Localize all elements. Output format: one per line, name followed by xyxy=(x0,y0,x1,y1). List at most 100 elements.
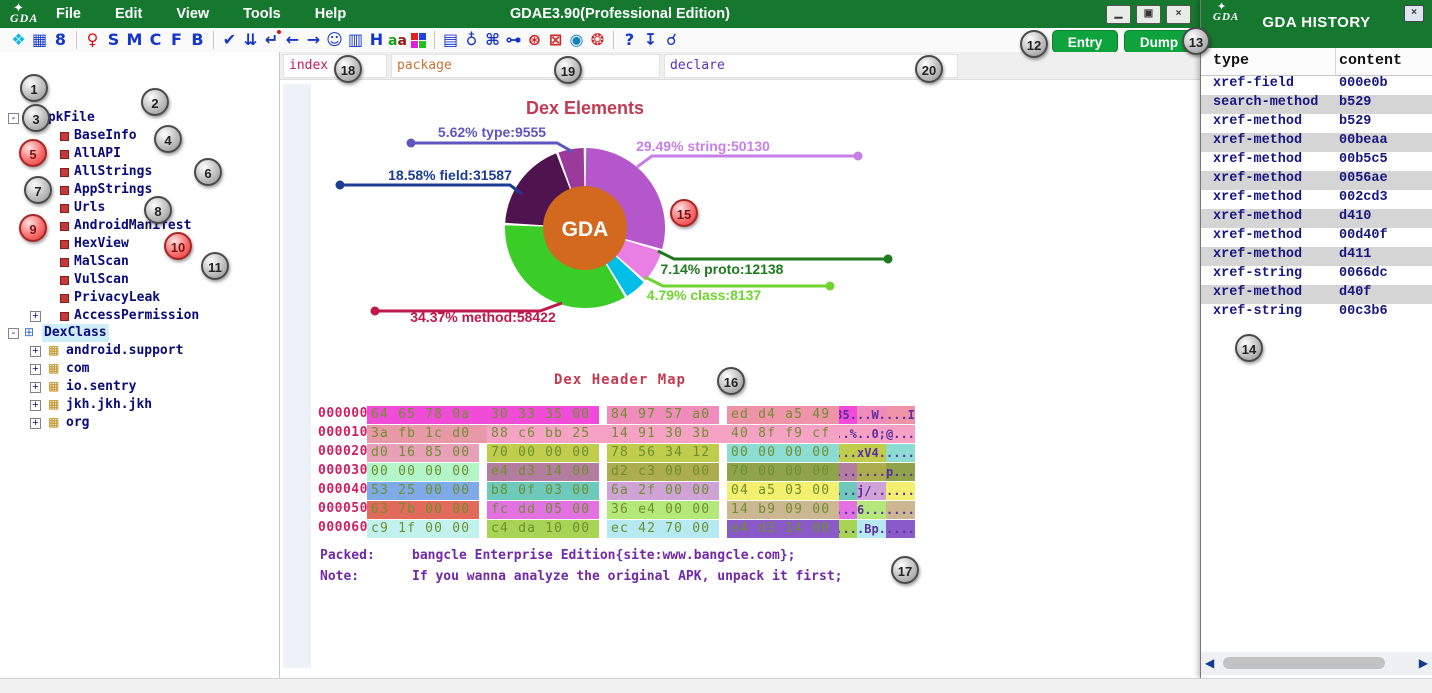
help-icon[interactable]: ? xyxy=(624,30,635,49)
scroll-right-icon[interactable]: ▶ xyxy=(1418,656,1428,670)
forward-icon[interactable]: → xyxy=(306,30,321,49)
slice-label-method: 34.37% method:58422 xyxy=(410,309,556,325)
ApkFile-expand-toggle[interactable]: - xyxy=(8,113,19,124)
tree-item-accesspermission[interactable]: AccessPermission xyxy=(74,308,200,323)
link-icon[interactable]: 8 xyxy=(54,30,67,49)
people-search-icon[interactable]: ☌ xyxy=(666,30,677,49)
history-row[interactable]: xref-field 000e0b xyxy=(1201,76,1432,95)
bytes-search-icon[interactable]: B xyxy=(191,30,204,49)
pie-slice-class[interactable] xyxy=(606,255,644,297)
history-row[interactable]: search-method b529 xyxy=(1201,95,1432,114)
history-row[interactable]: xref-method 00beaa xyxy=(1201,133,1432,152)
tree-item-android.support[interactable]: android.support xyxy=(66,343,184,358)
command-icon[interactable]: ⌘ xyxy=(485,30,500,49)
tree-item-vulscan[interactable]: VulScan xyxy=(74,272,129,287)
history-row[interactable]: xref-method 002cd3 xyxy=(1201,190,1432,209)
close-icon[interactable]: × xyxy=(1166,5,1191,24)
jump-icon[interactable]: ⇊ xyxy=(243,30,258,49)
tree-item-hexview[interactable]: HexView xyxy=(74,236,129,251)
font-color-icon[interactable]: aa xyxy=(388,32,407,49)
tree-item-com[interactable]: com xyxy=(66,361,90,376)
tree-item-org[interactable]: org xyxy=(66,415,90,430)
tree-item-allstrings[interactable]: AllStrings xyxy=(74,164,153,179)
back-icon[interactable]: ← xyxy=(285,30,300,49)
tree-item-appstrings[interactable]: AppStrings xyxy=(74,182,153,197)
pie-center xyxy=(543,186,627,270)
menu-tools[interactable]: Tools xyxy=(243,6,281,22)
tab-package[interactable]: package xyxy=(391,54,660,78)
doc-search-icon[interactable]: ▥ xyxy=(347,30,364,49)
history-row[interactable]: xref-method d40f xyxy=(1201,285,1432,304)
menu-help[interactable]: Help xyxy=(314,6,347,22)
hex-group: 6a 2f 00 00 xyxy=(607,482,719,500)
history-row[interactable]: xref-string 00c3b6 xyxy=(1201,304,1432,323)
history-row[interactable]: xref-method 00b5c5 xyxy=(1201,152,1432,171)
pie-slice-string[interactable] xyxy=(585,148,666,250)
sphere-grid-icon[interactable]: ⊛ xyxy=(527,30,542,49)
menu-file[interactable]: File xyxy=(56,6,81,22)
history-row[interactable]: xref-method d410 xyxy=(1201,209,1432,228)
pie-slice-type[interactable] xyxy=(558,148,585,191)
tree-item-baseinfo[interactable]: BaseInfo xyxy=(74,128,137,143)
menu-view[interactable]: View xyxy=(176,6,210,22)
android-robot-icon[interactable]: ♁ xyxy=(465,30,478,49)
com-expand-toggle[interactable]: + xyxy=(30,364,41,375)
return-icon[interactable]: ↵ xyxy=(261,29,282,51)
jkh.jkh.jkh-expand-toggle[interactable]: + xyxy=(30,400,41,411)
history-row[interactable]: xref-string 0066dc xyxy=(1201,266,1432,285)
pie-slice-proto[interactable] xyxy=(615,239,662,281)
org-expand-toggle[interactable]: + xyxy=(30,418,41,429)
class-search-icon[interactable]: C xyxy=(149,30,162,49)
fingerprint-icon[interactable]: ❂ xyxy=(590,30,605,49)
DexClass-expand-toggle[interactable]: - xyxy=(8,328,19,339)
tree-item-jkh.jkh.jkh[interactable]: jkh.jkh.jkh xyxy=(66,397,153,412)
history-title: GDA HISTORY xyxy=(1262,14,1371,31)
history-type-cell: xref-method xyxy=(1213,171,1303,186)
maximize-icon[interactable]: ▣ xyxy=(1136,5,1161,24)
packed-value: bangcle Enterprise Edition{site:www.bang… xyxy=(412,548,796,563)
history-hscrollbar[interactable]: ◀ ▶ xyxy=(1201,652,1432,675)
history-row[interactable]: xref-method d411 xyxy=(1201,247,1432,266)
tree-item-privacyleak[interactable]: PrivacyLeak xyxy=(74,290,161,305)
history-row[interactable]: xref-method 0056ae xyxy=(1201,171,1432,190)
scrollbar-thumb[interactable] xyxy=(1223,657,1385,669)
method-search-icon[interactable]: M xyxy=(126,30,143,49)
menu-edit[interactable]: Edit xyxy=(114,6,143,22)
color-blocks-icon[interactable] xyxy=(408,29,429,51)
open-file-icon[interactable]: ❖ xyxy=(11,30,26,49)
hex-address: 000050: xyxy=(318,501,377,516)
entry-button[interactable]: Entry xyxy=(1052,30,1118,53)
history-row[interactable]: xref-method 00d40f xyxy=(1201,228,1432,247)
hex-group: 14 b9 09 00 xyxy=(727,501,839,519)
AccessPermission-expand-toggle[interactable]: + xyxy=(30,311,41,322)
tree-item-dexclass[interactable]: DexClass xyxy=(42,324,109,342)
tree-item-malscan[interactable]: MalScan xyxy=(74,254,129,269)
tab-declare[interactable]: declare xyxy=(664,54,958,78)
minimize-icon[interactable]: ▁ xyxy=(1106,5,1131,24)
pie-slice-method[interactable] xyxy=(505,225,625,308)
save-icon[interactable]: ▦ xyxy=(31,30,48,49)
android.support-expand-toggle[interactable]: + xyxy=(30,346,41,357)
tree-item-io.sentry[interactable]: io.sentry xyxy=(66,379,137,394)
tree-item-apkfile[interactable]: ApkFile xyxy=(40,110,95,125)
history-close-icon[interactable]: × xyxy=(1404,5,1424,22)
hex-header-icon[interactable]: H xyxy=(369,30,384,49)
history-row[interactable]: xref-method b529 xyxy=(1201,114,1432,133)
eye-icon[interactable]: ◉ xyxy=(569,30,584,49)
field-search-icon[interactable]: F xyxy=(171,30,182,49)
opcode-chain-icon[interactable]: ⊶ xyxy=(505,30,522,49)
pie-slice-field[interactable] xyxy=(505,153,571,226)
xml-doc-icon[interactable]: ▤ xyxy=(442,30,459,49)
hex-address: 000010: xyxy=(318,425,377,440)
pin-icon[interactable]: ♀ xyxy=(86,30,99,49)
scroll-left-icon[interactable]: ◀ xyxy=(1205,656,1215,670)
tree-item-urls[interactable]: Urls xyxy=(74,200,106,215)
android-face-icon[interactable]: ☺ xyxy=(326,30,343,49)
cursor-check-icon[interactable]: ✔ xyxy=(222,30,237,49)
history-column-divider xyxy=(1335,48,1336,76)
graph-mail-icon[interactable]: ⊠ xyxy=(548,30,563,49)
download-icon[interactable]: ↧ xyxy=(643,30,658,49)
io.sentry-expand-toggle[interactable]: + xyxy=(30,382,41,393)
string-search-icon[interactable]: S xyxy=(107,30,120,49)
tree-item-allapi[interactable]: AllAPI xyxy=(74,146,121,161)
